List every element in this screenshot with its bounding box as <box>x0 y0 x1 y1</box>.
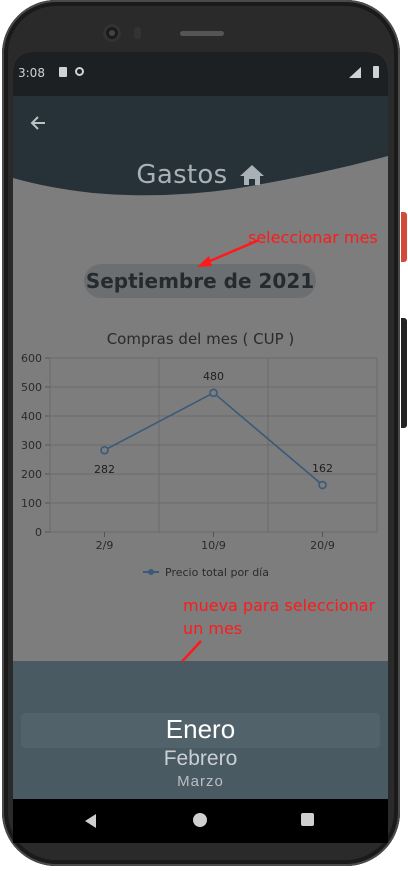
data-label: 162 <box>312 462 333 475</box>
series-line <box>104 391 324 486</box>
nav-recent-icon[interactable] <box>301 813 314 826</box>
camera-icon <box>103 24 121 42</box>
data-point <box>100 445 109 455</box>
annotation-scroll-hint-1: mueva para seleccionar <box>183 596 376 615</box>
arrow-left-icon <box>30 116 45 130</box>
y-tick-label: 400 <box>21 410 42 423</box>
page-title: Gastos <box>136 160 228 190</box>
back-button[interactable] <box>30 114 46 136</box>
data-point <box>209 388 218 398</box>
speaker-grille <box>180 31 224 36</box>
data-label: 480 <box>203 370 224 383</box>
annotation-scroll-hint-2: un mes <box>183 619 243 638</box>
status-time: 3:08 <box>18 66 45 80</box>
chart-title: Compras del mes ( CUP ) <box>106 330 295 348</box>
y-tick-label: 600 <box>21 352 42 365</box>
annotation-select-month: seleccionar mes <box>248 228 378 247</box>
status-bar: 3:08 <box>13 52 388 96</box>
y-tick-label: 100 <box>21 497 42 510</box>
line-chart: 0 100 200 300 400 500 600 2/9 10/9 20/9 282 480 162 P… <box>21 352 378 579</box>
system-nav-bar <box>13 799 388 843</box>
x-tick-label: 2/9 <box>96 539 114 552</box>
legend-label: Precio total por día <box>165 566 269 579</box>
nav-back-icon[interactable] <box>85 814 96 828</box>
picker-item[interactable]: Febrero <box>163 747 238 770</box>
month-selector-button[interactable]: Septiembre de 2021 <box>84 264 316 298</box>
nav-home-icon[interactable] <box>193 813 207 827</box>
picker-item-selected[interactable]: Enero <box>165 714 236 744</box>
header-wave <box>13 96 388 196</box>
sensor <box>134 27 141 39</box>
y-tick-label: 500 <box>21 381 42 394</box>
picker-selection-highlight <box>21 713 380 748</box>
power-button[interactable] <box>401 212 407 262</box>
sim-icon <box>59 67 67 77</box>
signal-icon <box>349 67 361 78</box>
home-icon[interactable] <box>239 164 265 186</box>
x-tick-label: 20/9 <box>310 539 335 552</box>
y-tick-label: 300 <box>21 439 42 452</box>
picker-item[interactable]: Marzo <box>177 773 224 790</box>
sync-icon <box>75 67 84 76</box>
data-label: 282 <box>94 463 115 476</box>
app-screen: 3:08 Gastos Septiembre de 2021 seleccion… <box>13 52 388 799</box>
y-tick-label: 200 <box>21 468 42 481</box>
month-picker[interactable]: Enero Febrero Marzo <box>13 661 388 799</box>
annotation-arrow-icon <box>197 238 260 267</box>
x-tick-label: 10/9 <box>201 539 226 552</box>
volume-button[interactable] <box>401 318 407 428</box>
data-point <box>318 480 327 490</box>
y-tick-label: 0 <box>35 526 42 539</box>
title-row: Gastos <box>13 160 388 190</box>
app-header <box>13 96 388 231</box>
legend-marker <box>148 569 154 575</box>
battery-icon <box>373 66 379 78</box>
